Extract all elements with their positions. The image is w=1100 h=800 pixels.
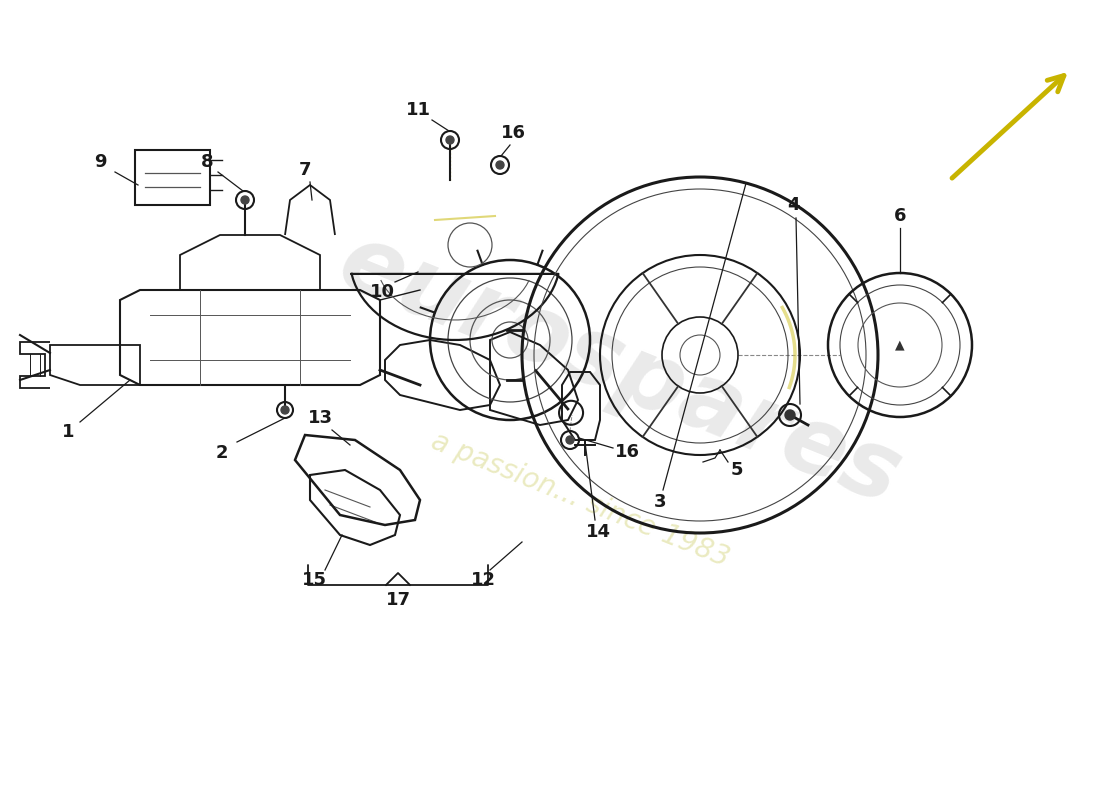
Text: 12: 12 xyxy=(471,571,495,589)
Circle shape xyxy=(566,436,574,444)
Text: 10: 10 xyxy=(370,283,395,301)
Text: 3: 3 xyxy=(653,493,667,511)
Text: 16: 16 xyxy=(615,443,639,461)
Text: 9: 9 xyxy=(94,153,107,171)
Circle shape xyxy=(496,161,504,169)
Circle shape xyxy=(280,406,289,414)
Text: 2: 2 xyxy=(216,444,229,462)
Text: ▲: ▲ xyxy=(895,338,905,351)
Text: 11: 11 xyxy=(406,101,430,119)
Text: 15: 15 xyxy=(301,571,327,589)
Text: a passion... since 1983: a passion... since 1983 xyxy=(427,427,733,573)
Circle shape xyxy=(785,410,795,420)
Text: 8: 8 xyxy=(200,153,213,171)
Text: 17: 17 xyxy=(385,591,410,609)
Text: 13: 13 xyxy=(308,409,332,427)
Text: 1: 1 xyxy=(62,423,75,441)
Text: 5: 5 xyxy=(730,461,744,479)
Text: 14: 14 xyxy=(585,523,611,541)
Circle shape xyxy=(241,196,249,204)
Text: 4: 4 xyxy=(786,196,800,214)
Text: 7: 7 xyxy=(299,161,311,179)
Text: 6: 6 xyxy=(893,207,906,225)
Circle shape xyxy=(446,136,454,144)
Text: 16: 16 xyxy=(500,124,526,142)
Text: eurospares: eurospares xyxy=(326,215,914,525)
